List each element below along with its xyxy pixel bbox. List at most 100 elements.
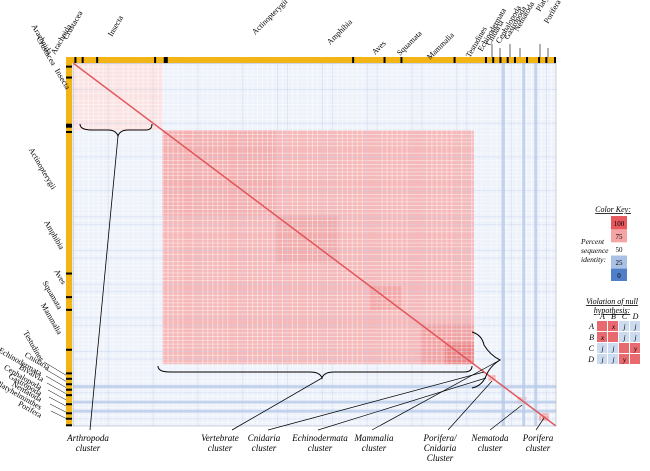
stripe-h-68: [73, 403, 556, 405]
top-sep-11: [499, 57, 502, 63]
color-key-axis-label: Percent: [580, 237, 605, 246]
stripe-h-33: [73, 276, 556, 278]
stripe-h-56: [73, 193, 556, 195]
stripe-v-33: [356, 63, 358, 426]
top-label: Amphibia: [325, 17, 354, 46]
left-sep-11: [66, 388, 72, 391]
color-key-tick: 75: [616, 233, 624, 241]
stripe-v-42: [82, 63, 84, 426]
stripe-h-70: [73, 317, 556, 319]
stripe-h-69: [73, 179, 556, 180]
top-sep-10: [492, 57, 495, 63]
cluster-label: Porifera/: [423, 433, 458, 443]
stripe-v-3: [142, 63, 144, 426]
left-sep-6: [66, 308, 72, 311]
stripe-h-9: [73, 220, 556, 221]
stripe-v-63: [87, 63, 89, 426]
violation-cell: [608, 343, 618, 353]
violation-row-header: D: [587, 355, 594, 364]
stripe-h-5: [73, 392, 556, 394]
violation-col-header: C: [622, 312, 628, 321]
stripe-v-87: [162, 63, 164, 426]
cluster-label: cluster: [76, 443, 101, 453]
top-sep-17: [554, 57, 557, 63]
stripe-h-66: [73, 126, 556, 128]
stripe-h-40: [73, 156, 556, 158]
stripe-v-35: [242, 63, 244, 426]
violation-cell-value: y: [622, 355, 627, 364]
stripe-h-14: [73, 186, 556, 188]
violation-cell: [597, 321, 607, 331]
violation-cell: [630, 343, 640, 353]
stripe-v-72: [297, 63, 298, 426]
top-label: Insecta: [106, 13, 125, 38]
stripe-v-34: [541, 63, 542, 426]
stripe-v-29: [102, 63, 104, 426]
left-sep-9: [66, 377, 72, 380]
stripe-v-86: [461, 63, 463, 426]
violation-cell: [630, 354, 640, 364]
cluster-label: Cnidaria: [424, 443, 457, 453]
stripe-h-2: [73, 339, 556, 341]
violation-cell: [597, 343, 607, 353]
violation-cell-value: x: [600, 333, 605, 342]
stripe-h-84: [73, 77, 556, 79]
stripe-h-62: [73, 298, 556, 300]
stripe-v-81: [506, 63, 508, 426]
stripe-v-7: [396, 63, 398, 426]
left-sep-3: [66, 130, 72, 133]
stripe-v-12: [351, 63, 353, 426]
stripe-h-4: [73, 253, 556, 255]
stripe-h-36: [73, 328, 556, 330]
stripe-h-11: [73, 134, 556, 135]
stripe-v-49: [406, 63, 408, 426]
stripe-h-22: [73, 205, 556, 207]
stripe-v-46: [336, 63, 338, 426]
cluster-label: Mammalia: [354, 433, 394, 443]
violation-cell: [630, 321, 640, 331]
stripe-h-64: [73, 212, 556, 214]
stripe-h-74: [73, 145, 556, 147]
stripe-v-15: [421, 63, 423, 426]
color-key-tick: 25: [616, 259, 624, 267]
stripe-v-38: [312, 63, 313, 426]
stripe-h-46: [73, 261, 556, 263]
stripe-h-29: [73, 85, 556, 87]
stripe-h-39: [73, 381, 556, 382]
cluster-label: Echinodermata: [291, 433, 348, 443]
left-sep-15: [66, 417, 72, 420]
stripe-h-35: [73, 190, 556, 192]
violation-cell: [608, 332, 618, 342]
stripe-h-17: [73, 238, 556, 240]
stripe-v-53: [177, 63, 179, 426]
cluster-label: Porifera: [522, 433, 554, 443]
blue-col-0: [501, 63, 505, 426]
stripe-v-6: [212, 63, 214, 426]
stripe-h-3: [73, 115, 556, 117]
stripe-h-58: [73, 107, 556, 109]
stripe-h-26: [73, 396, 556, 397]
stripe-h-72: [73, 231, 556, 233]
stripe-h-42: [73, 70, 556, 72]
cluster-label: Vertebrate: [201, 433, 239, 443]
left-sep-13: [66, 403, 72, 406]
stripe-h-47: [73, 399, 556, 401]
stripe-h-7: [73, 306, 556, 308]
top-label: Mammalia: [425, 30, 456, 61]
left-leader-3: [46, 382, 67, 394]
taxon-bars: [66, 57, 557, 427]
stripe-h-51: [73, 227, 556, 229]
vertebrate-leader: [231, 377, 323, 431]
left-sep-10: [66, 383, 72, 386]
stripe-v-85: [277, 63, 278, 426]
heatmap-matrix: [72, 62, 557, 427]
left-bar: [66, 63, 72, 426]
violation-title: Violation of null: [586, 297, 639, 306]
stripe-v-8: [97, 63, 99, 426]
stripe-v-26: [516, 63, 517, 426]
cluster-leader-5: [535, 417, 545, 431]
cluster-label: cluster: [478, 443, 503, 453]
stripe-v-80: [321, 63, 323, 426]
left-sep-2: [66, 123, 72, 128]
stripe-h-12: [73, 272, 556, 274]
